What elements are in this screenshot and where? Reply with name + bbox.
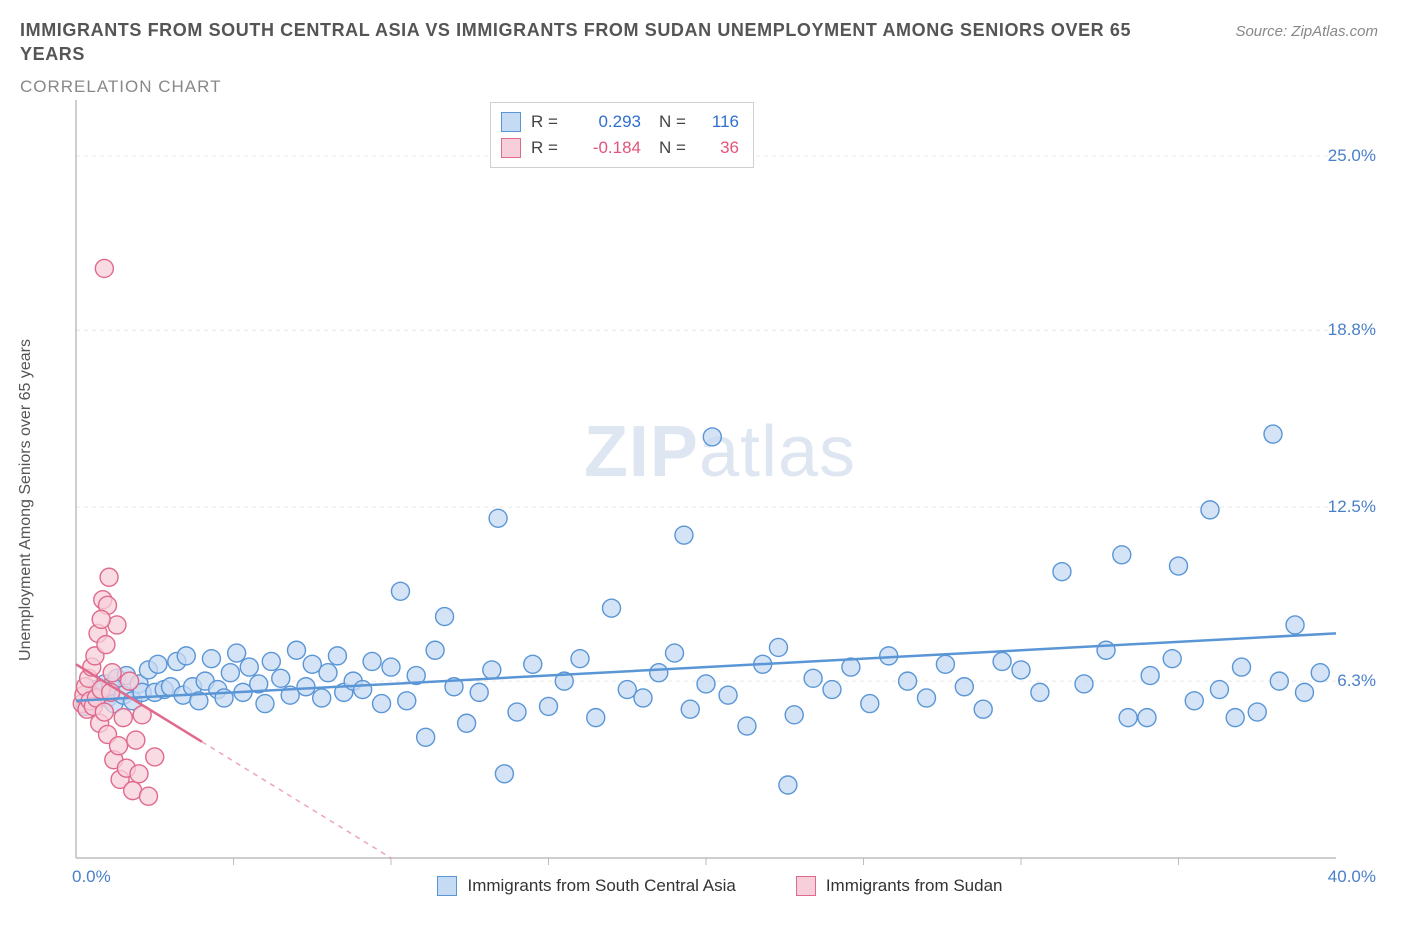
r-value: -0.184 (571, 138, 641, 158)
correlation-row: R = -0.184 N = 36 (501, 135, 739, 161)
y-axis-label: Unemployment Among Seniors over 65 years (17, 339, 35, 661)
plot-area: Unemployment Among Seniors over 65 years… (60, 100, 1380, 900)
source-attribution: Source: ZipAtlas.com (1235, 23, 1378, 40)
n-value: 36 (699, 138, 739, 158)
legend-swatch (501, 138, 521, 158)
svg-text:18.8%: 18.8% (1328, 320, 1376, 339)
svg-text:12.5%: 12.5% (1328, 497, 1376, 516)
scatter-chart: 6.3%12.5%18.8%25.0%0.0%40.0% (60, 100, 1380, 900)
chart-subtitle: CORRELATION CHART (20, 77, 1378, 97)
correlation-row: R = 0.293 N = 116 (501, 109, 739, 135)
n-label: N = (659, 112, 689, 132)
legend-item: Immigrants from Sudan (796, 876, 1003, 896)
n-label: N = (659, 138, 689, 158)
r-label: R = (531, 138, 561, 158)
legend-swatch (796, 876, 816, 896)
n-value: 116 (699, 112, 739, 132)
r-value: 0.293 (571, 112, 641, 132)
chart-title: IMMIGRANTS FROM SOUTH CENTRAL ASIA VS IM… (20, 18, 1140, 67)
series-legend: Immigrants from South Central Asia Immigr… (60, 872, 1380, 900)
legend-swatch (501, 112, 521, 132)
correlation-legend: R = 0.293 N = 116 R = -0.184 N = 36 (490, 102, 754, 168)
chart-container: IMMIGRANTS FROM SOUTH CENTRAL ASIA VS IM… (0, 0, 1406, 930)
r-label: R = (531, 112, 561, 132)
legend-item: Immigrants from South Central Asia (437, 876, 735, 896)
legend-label: Immigrants from South Central Asia (467, 876, 735, 896)
legend-swatch (437, 876, 457, 896)
header-row: IMMIGRANTS FROM SOUTH CENTRAL ASIA VS IM… (20, 18, 1378, 67)
svg-text:6.3%: 6.3% (1337, 671, 1376, 690)
legend-label: Immigrants from Sudan (826, 876, 1003, 896)
svg-text:25.0%: 25.0% (1328, 146, 1376, 165)
